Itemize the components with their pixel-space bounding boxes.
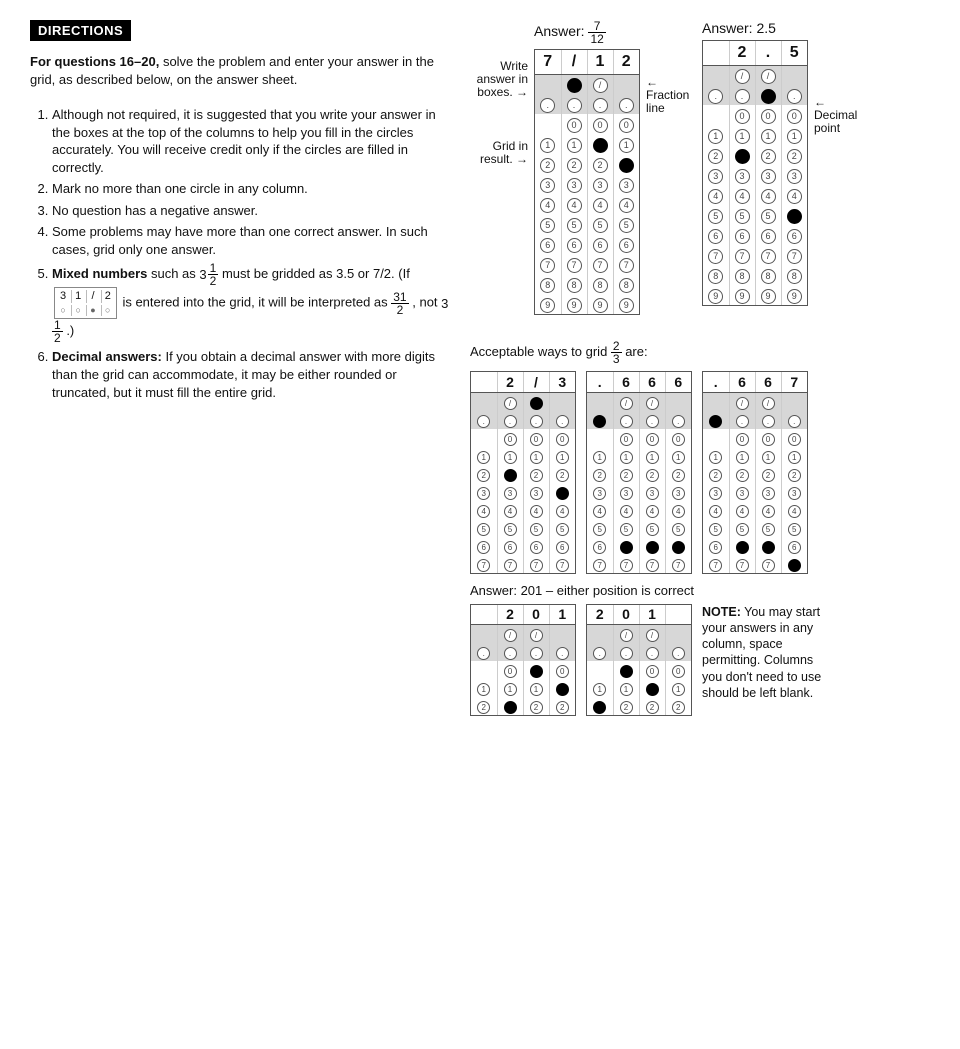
either-title: Answer: 201 – either position is correct <box>470 583 930 598</box>
acceptable-grid-2: .667//....000111122223333444455556666777… <box>702 371 808 577</box>
intro-text: For questions 16–20, solve the problem a… <box>30 53 450 88</box>
rule-5: Mixed numbers such as 312 must be gridde… <box>52 262 450 344</box>
grid-2-5: 2.5//....0001111222233334444555566667777… <box>702 40 808 309</box>
write-answer-text: Write answer in boxes. <box>477 59 528 99</box>
example1-title: Answer: 712 <box>534 20 640 45</box>
rule-5-a: such as <box>147 266 199 281</box>
rule-4: Some problems may have more than one cor… <box>52 223 450 258</box>
acceptable-grid-0: 2/3//....0001111222233334444555566667777 <box>470 371 576 577</box>
rule-5-c: is entered into the grid, it will be int… <box>122 295 391 310</box>
left-side-labels: Write answer in boxes. → Grid in result.… <box>470 20 528 166</box>
rule-5-b: must be gridded as 3.5 or 7/2. (If <box>222 266 410 281</box>
rule-3: No question has a negative answer. <box>52 202 450 220</box>
rules-list: Although not required, it is suggested t… <box>30 106 450 401</box>
rule-5-e: .) <box>66 323 74 338</box>
page: DIRECTIONS For questions 16–20, solve th… <box>30 20 930 719</box>
grid-7-12: 7/12//....000111122223333444455556666777… <box>534 49 640 318</box>
rule-1: Although not required, it is suggested t… <box>52 106 450 176</box>
either-section: Answer: 201 – either position is correct… <box>470 583 930 720</box>
rule-5-d: , not <box>412 295 441 310</box>
note-lead: NOTE: <box>702 605 741 619</box>
grid-in-label: Grid in result. → <box>470 140 528 166</box>
left-column: DIRECTIONS For questions 16–20, solve th… <box>30 20 450 719</box>
intro-bold: For questions 16–20, <box>30 54 159 69</box>
either-grids-row: 201//....00011112222201//....00011112222… <box>470 604 930 720</box>
directions-badge: DIRECTIONS <box>30 20 131 41</box>
acceptable-grid-1: .666//....000111122223333444455556666777… <box>586 371 692 577</box>
decimal-point-label: ← Decimal point <box>814 20 864 136</box>
rule-2: Mark no more than one circle in any colu… <box>52 180 450 198</box>
decimal-point-text: Decimal point <box>814 108 857 135</box>
rule-5-frac1: 312 <box>199 266 218 281</box>
note-box: NOTE: You may start your answers in any … <box>702 604 832 702</box>
fraction-line-label: ← Fraction line <box>646 20 696 116</box>
acceptable-section: Acceptable ways to grid 23 are: 2/3//...… <box>470 340 930 577</box>
example-2-5: Answer: 2.5 2.5//....0001111222233334444… <box>702 20 808 309</box>
rule-5-mini-grid: 31/2○○●○ <box>52 295 119 310</box>
either-grid-1: 201//....00011112222 <box>586 604 692 720</box>
rule-5-frac2: 312 <box>391 295 408 310</box>
rule-6: Decimal answers: If you obtain a decimal… <box>52 348 450 401</box>
example2-title: Answer: 2.5 <box>702 20 808 36</box>
grid-in-text: Grid in result. <box>480 139 528 166</box>
example-row-top: Write answer in boxes. → Grid in result.… <box>470 20 930 318</box>
acceptable-fraction: 23 <box>611 344 622 359</box>
example1-title-prefix: Answer: <box>534 23 588 39</box>
fraction-line-text: Fraction line <box>646 88 689 115</box>
acceptable-grids: 2/3//....0001111222233334444555566667777… <box>470 371 930 577</box>
write-answer-label: Write answer in boxes. → <box>470 60 528 100</box>
example1-fraction: 712 <box>588 23 605 39</box>
acceptable-title: Acceptable ways to grid 23 are: <box>470 340 930 365</box>
either-grid-0: 201//....00011112222 <box>470 604 576 720</box>
rule-6-lead: Decimal answers: <box>52 349 162 364</box>
acceptable-tail: are: <box>622 344 648 359</box>
example-7-12: Answer: 712 7/12//....000111122223333444… <box>534 20 640 318</box>
rule-5-lead: Mixed numbers <box>52 266 147 281</box>
either-grids: 201//....00011112222201//....00011112222 <box>470 604 692 720</box>
right-column: Write answer in boxes. → Grid in result.… <box>470 20 930 719</box>
acceptable-lead: Acceptable ways to grid <box>470 344 611 359</box>
